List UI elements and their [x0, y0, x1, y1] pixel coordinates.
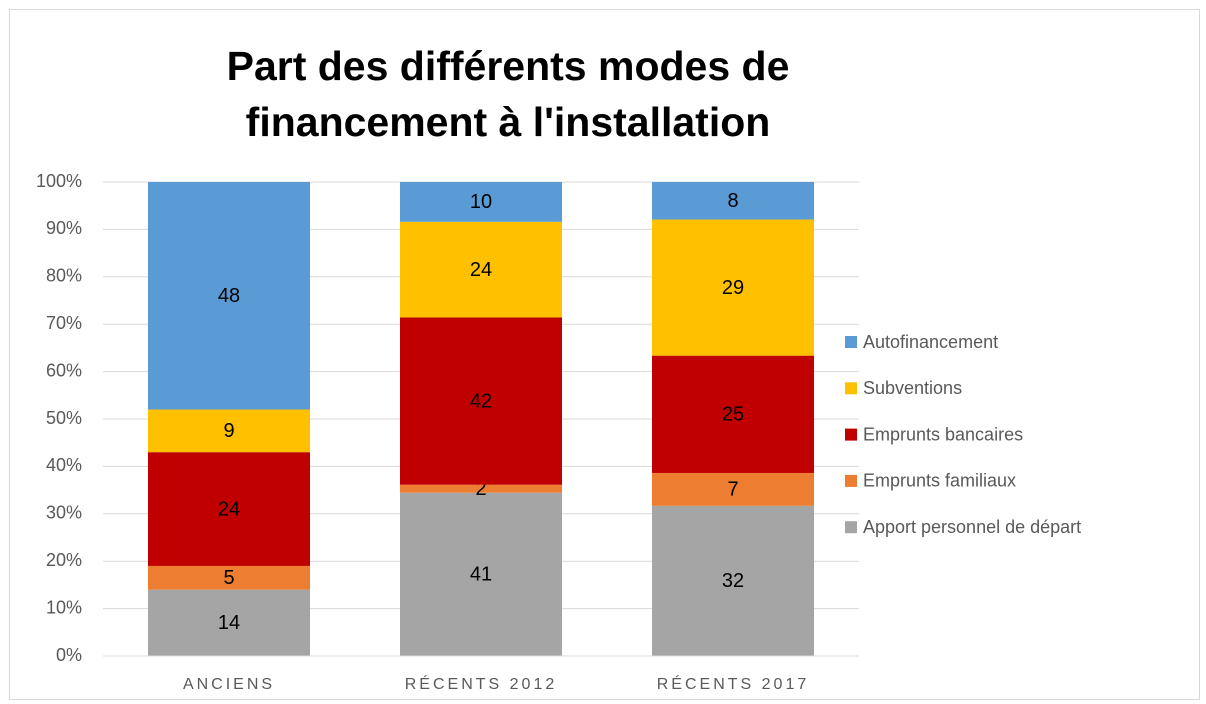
y-tick-label: 20% — [46, 550, 82, 570]
y-tick-label: 80% — [46, 266, 82, 286]
x-tick-label: ANCIENS — [183, 676, 275, 693]
bar-segment — [148, 409, 310, 453]
y-tick-label: 40% — [46, 455, 82, 475]
data-label: 32 — [722, 570, 744, 592]
data-label: 14 — [218, 612, 240, 634]
legend-label: Apport personnel de départ — [863, 517, 1081, 537]
legend-label: Emprunts bancaires — [863, 424, 1023, 444]
y-tick-label: 10% — [46, 597, 82, 617]
bar-segment — [652, 182, 814, 220]
legend-label: Emprunts familiaux — [863, 471, 1016, 491]
bar-segment — [400, 182, 562, 222]
legend-swatch — [845, 428, 857, 441]
data-label: 10 — [470, 191, 492, 213]
bar-segment — [148, 452, 310, 566]
data-label: 41 — [470, 564, 492, 586]
data-label: 8 — [727, 190, 738, 212]
data-label: 5 — [223, 567, 234, 589]
legend-swatch — [845, 336, 857, 348]
x-tick-label: RÉCENTS 2012 — [405, 674, 558, 693]
data-label: 24 — [218, 498, 240, 520]
bar-segment — [652, 505, 814, 656]
data-label: 29 — [722, 277, 744, 299]
legend-swatch — [845, 474, 857, 487]
y-tick-label: 90% — [46, 218, 82, 238]
data-label: 48 — [218, 285, 240, 307]
y-tick-label: 100% — [36, 171, 82, 191]
y-tick-label: 60% — [46, 360, 82, 380]
data-label: 2 — [475, 478, 486, 500]
data-label: 25 — [722, 404, 744, 426]
y-tick-label: 0% — [56, 645, 82, 665]
y-tick-label: 70% — [46, 313, 82, 333]
legend-label: Autofinancement — [863, 332, 998, 352]
legend-swatch — [845, 521, 857, 534]
bar-segment — [400, 492, 562, 656]
data-label: 9 — [223, 420, 234, 442]
y-tick-label: 50% — [46, 408, 82, 428]
bar-segment — [400, 221, 562, 318]
y-tick-label: 30% — [46, 503, 82, 523]
bar-segment — [652, 355, 814, 473]
x-tick-label: RÉCENTS 2017 — [657, 674, 810, 693]
bar-segment — [652, 219, 814, 356]
bar-segment — [148, 565, 310, 590]
bar-segment — [148, 589, 310, 656]
bar-segment — [652, 472, 814, 506]
legend-label: Subventions — [863, 378, 962, 398]
data-label: 42 — [470, 390, 492, 412]
bar-segment — [400, 317, 562, 485]
bar-segment — [400, 484, 562, 493]
legend-swatch — [845, 382, 857, 395]
chart-title: Part des différents modes de financement… — [226, 43, 790, 145]
data-label: 24 — [470, 259, 492, 281]
bar-segment — [148, 182, 310, 410]
data-label: 7 — [727, 479, 738, 501]
